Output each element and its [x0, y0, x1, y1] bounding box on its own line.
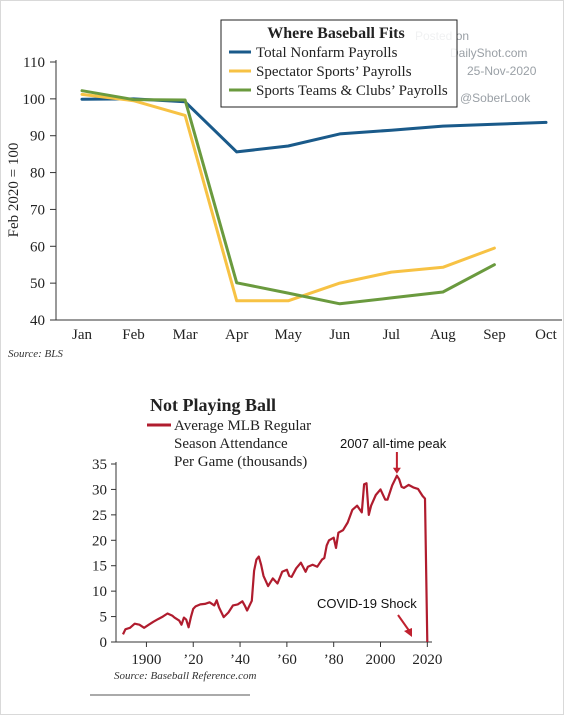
chart-title: Where Baseball Fits	[267, 25, 404, 42]
x-tick-label: Jun	[329, 327, 350, 343]
y-tick-label-2: 35	[92, 457, 107, 473]
y-tick-label-2: 30	[92, 482, 107, 498]
x-tick-label: Aug	[430, 327, 456, 343]
legend-label-attendance-line-3: Per Game (thousands)	[174, 454, 307, 470]
legend-label-attendance-line-1: Average MLB Regular	[174, 418, 311, 434]
y-tick-label-2: 0	[100, 635, 108, 651]
x-tick-label-2: 2000	[366, 652, 396, 668]
x-tick-label-2: ’60	[277, 652, 297, 668]
attendance-line	[122, 474, 429, 643]
source-note-2: Source: Baseball Reference.com	[114, 670, 256, 682]
annotation-peak: 2007 all-time peak	[340, 436, 447, 451]
legend-label-attendance-line-2: Season Attendance	[174, 436, 288, 452]
x-tick-label-2: 1900	[131, 652, 161, 668]
x-tick-label: Feb	[122, 327, 145, 343]
annotation-covid: COVID-19 Shock	[317, 596, 417, 611]
annotation-covid-arrow	[397, 614, 411, 633]
series-line-2	[80, 92, 496, 303]
y-tick-label: 110	[23, 55, 45, 71]
chart-title-2: Not Playing Ball	[150, 395, 276, 415]
source-note: Source: BLS	[8, 348, 63, 360]
legend-box	[220, 19, 458, 108]
y-tick-label-2: 5	[100, 610, 108, 626]
y-tick-label-2: 15	[92, 559, 107, 575]
annotation-peak-arrowhead	[392, 467, 401, 474]
y-tick-label: 80	[30, 166, 45, 182]
y-tick-label: 50	[30, 276, 45, 292]
legend-label-2: Spectator Sports’ Payrolls	[256, 64, 412, 80]
x-tick-label-2: ’80	[324, 652, 344, 668]
x-tick-label: Apr	[225, 327, 248, 343]
x-tick-label: May	[274, 327, 302, 343]
x-tick-label: Jul	[383, 327, 401, 343]
watermark-text: 25-Nov-2020	[467, 64, 537, 78]
series-line-3	[80, 89, 496, 306]
legend-label-1: Total Nonfarm Payrolls	[256, 45, 398, 61]
y-tick-label: 70	[30, 202, 45, 218]
y-tick-label-2: 10	[92, 584, 107, 600]
annotation-covid-arrowhead	[404, 628, 412, 637]
x-tick-label: Sep	[483, 327, 506, 343]
y-tick-label: 40	[30, 313, 45, 329]
watermark-text: DailyShot.com	[450, 46, 527, 60]
y-axis-label: Feb 2020 = 100	[6, 143, 22, 238]
x-tick-label-2: ’40	[230, 652, 250, 668]
y-tick-label-2: 25	[92, 508, 107, 524]
legend-label-3: Sports Teams & Clubs’ Payrolls	[256, 83, 448, 99]
y-tick-label: 90	[30, 129, 45, 145]
x-tick-label-2: 2020	[412, 652, 442, 668]
x-tick-label-2: ’20	[183, 652, 203, 668]
x-tick-label: Oct	[535, 327, 557, 343]
watermark-text: @SoberLook	[460, 91, 531, 105]
y-tick-label-2: 20	[92, 533, 107, 549]
y-tick-label: 100	[23, 92, 46, 108]
x-tick-label: Mar	[173, 327, 198, 343]
x-tick-label: Jan	[72, 327, 92, 343]
y-tick-label: 60	[30, 239, 45, 255]
